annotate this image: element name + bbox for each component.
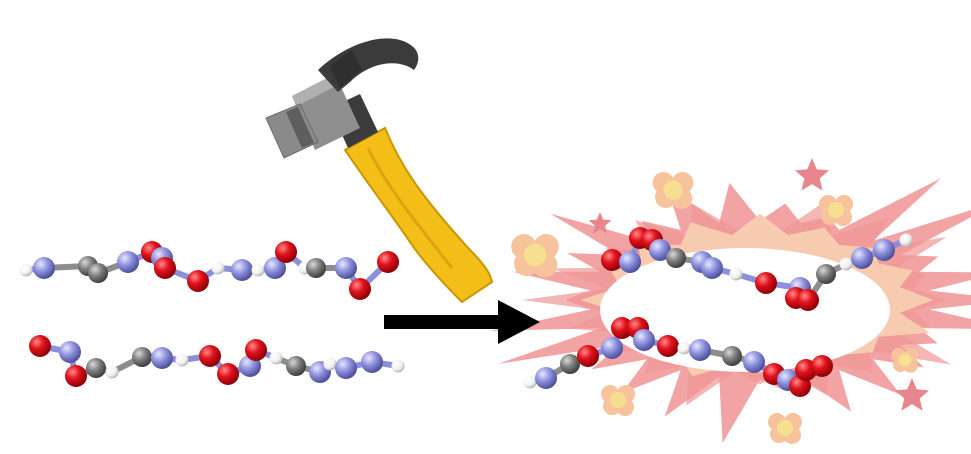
explosion-puff: [511, 234, 559, 278]
carbon-atom: [722, 346, 742, 366]
hydrogen-atom: [523, 375, 537, 389]
nitrogen-atom: [689, 339, 711, 361]
nitrogen-atom: [633, 329, 655, 351]
carbon-atom: [666, 248, 686, 268]
nitrogen-atom: [851, 247, 873, 269]
oxygen-atom: [611, 317, 633, 339]
oxygen-atom: [657, 335, 679, 357]
nitrogen-atom: [535, 367, 557, 389]
hydrogen-atom: [899, 233, 913, 247]
hydrogen-atom: [251, 263, 265, 277]
explosion-puff: [891, 348, 919, 373]
carbon-atom: [86, 358, 106, 378]
oxygen-atom: [245, 339, 267, 361]
nitrogen-atom: [619, 251, 641, 273]
explosion-burst: [489, 158, 971, 444]
star-icon: [894, 378, 930, 411]
carbon-atom: [816, 264, 836, 284]
hydrogen-atom: [19, 263, 33, 277]
explosion-puff: [652, 172, 694, 210]
molecule-layer: [601, 227, 913, 311]
carbon-atom: [560, 354, 580, 374]
oxygen-atom: [377, 251, 399, 273]
oxygen-atom: [29, 335, 51, 357]
hydrogen-atom: [105, 365, 119, 379]
nitrogen-atom: [873, 239, 895, 261]
explosion-puff: [819, 195, 853, 226]
oxygen-atom: [199, 345, 221, 367]
carbon-atom: [306, 258, 326, 278]
star-icon: [794, 158, 830, 191]
oxygen-atom: [755, 272, 777, 294]
oxygen-atom: [65, 365, 87, 387]
nitrogen-atom: [743, 351, 765, 373]
nitrogen-atom: [649, 239, 671, 261]
nitrogen-atom: [59, 341, 81, 363]
nitrogen-atom: [701, 257, 723, 279]
oxygen-atom: [797, 289, 819, 311]
nitrogen-atom: [361, 351, 383, 373]
reaction-arrow: [384, 300, 540, 344]
oxygen-atom: [811, 355, 833, 377]
molecule-layer: [19, 241, 399, 300]
oxygen-atom: [275, 241, 297, 263]
carbon-atom: [88, 263, 108, 283]
carbon-atom: [132, 347, 152, 367]
hydrogen-atom: [175, 353, 189, 367]
nitrogen-atom: [335, 257, 357, 279]
nitrogen-atom: [151, 347, 173, 369]
hydrogen-atom: [323, 357, 337, 371]
oxygen-atom: [577, 345, 599, 367]
oxygen-atom: [217, 363, 239, 385]
oxygen-atom: [349, 278, 371, 300]
nitrogen-atom: [601, 337, 623, 359]
nitrogen-atom: [335, 357, 357, 379]
intact-crystal: [19, 241, 405, 387]
molecule-layer: [523, 317, 833, 397]
star-icon: [588, 212, 612, 234]
hydrogen-atom: [211, 261, 225, 275]
hammer-icon: [265, 38, 494, 304]
nitrogen-atom: [264, 257, 286, 279]
hydrogen-atom: [729, 267, 743, 281]
decomposed-crystal: [523, 227, 913, 397]
hydrogen-atom: [839, 257, 853, 271]
hydrogen-atom: [269, 351, 283, 365]
nitrogen-atom: [231, 259, 253, 281]
hydrogen-atom: [391, 359, 405, 373]
hydrogen-atom: [677, 341, 691, 355]
explosion-puff: [768, 413, 802, 444]
nitrogen-atom: [117, 251, 139, 273]
nitrogen-atom: [33, 257, 55, 279]
molecule-layer: [29, 335, 405, 387]
oxygen-atom: [601, 249, 623, 271]
oxygen-atom: [154, 257, 176, 279]
oxygen-atom: [187, 270, 209, 292]
carbon-atom: [286, 356, 306, 376]
explosion-puff: [601, 385, 635, 416]
